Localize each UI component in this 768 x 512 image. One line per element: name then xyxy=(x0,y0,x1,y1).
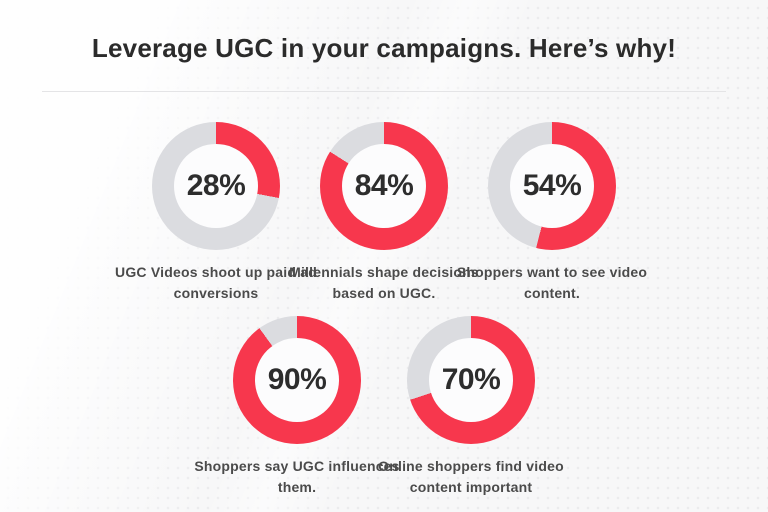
donut-hole: 70% xyxy=(429,338,513,422)
donut-caption: Millennials shape decisions based on UGC… xyxy=(289,264,479,301)
donut-card-shoppers-video: 54% Shoppers want to see video content. xyxy=(457,122,647,304)
donut-caption: Shoppers say UGC influences them. xyxy=(194,458,400,495)
donut-hole: 84% xyxy=(342,144,426,228)
donut-card-online-shoppers: 70% Online shoppers find video content i… xyxy=(378,316,564,498)
donut-card-ugc-influence: 90% Shoppers say UGC influences them. xyxy=(194,316,399,498)
donut-percent-value: 70% xyxy=(441,363,501,396)
infographic-content: Leverage UGC in your campaigns. Here’s w… xyxy=(0,32,768,498)
divider xyxy=(42,91,726,92)
donut-hole: 90% xyxy=(255,338,339,422)
donut-chart-70: 70% xyxy=(407,316,535,444)
donut-percent-value: 28% xyxy=(186,169,246,202)
donut-hole: 28% xyxy=(174,144,258,228)
donut-card-millennials: 84% Millennials shape decisions based on… xyxy=(289,122,479,304)
donut-hole: 54% xyxy=(510,144,594,228)
donut-chart-28: 28% xyxy=(152,122,280,250)
donut-chart-54: 54% xyxy=(488,122,616,250)
donut-chart-90: 90% xyxy=(233,316,361,444)
donut-caption: Online shoppers find video content impor… xyxy=(378,458,564,495)
donut-row-2: 90% Shoppers say UGC influences them. 70… xyxy=(0,316,768,498)
donut-caption: Shoppers want to see video content. xyxy=(456,264,648,301)
page-title: Leverage UGC in your campaigns. Here’s w… xyxy=(91,33,677,63)
donut-percent-value: 54% xyxy=(522,169,582,202)
donut-row-1: 28% UGC Videos shoot up paid ad conversi… xyxy=(0,122,768,304)
donut-card-ugc-videos: 28% UGC Videos shoot up paid ad conversi… xyxy=(115,122,317,304)
donut-percent-value: 90% xyxy=(267,363,327,396)
donut-percent-value: 84% xyxy=(354,169,414,202)
donut-chart-84: 84% xyxy=(320,122,448,250)
donut-caption: UGC Videos shoot up paid ad conversions xyxy=(115,264,317,301)
